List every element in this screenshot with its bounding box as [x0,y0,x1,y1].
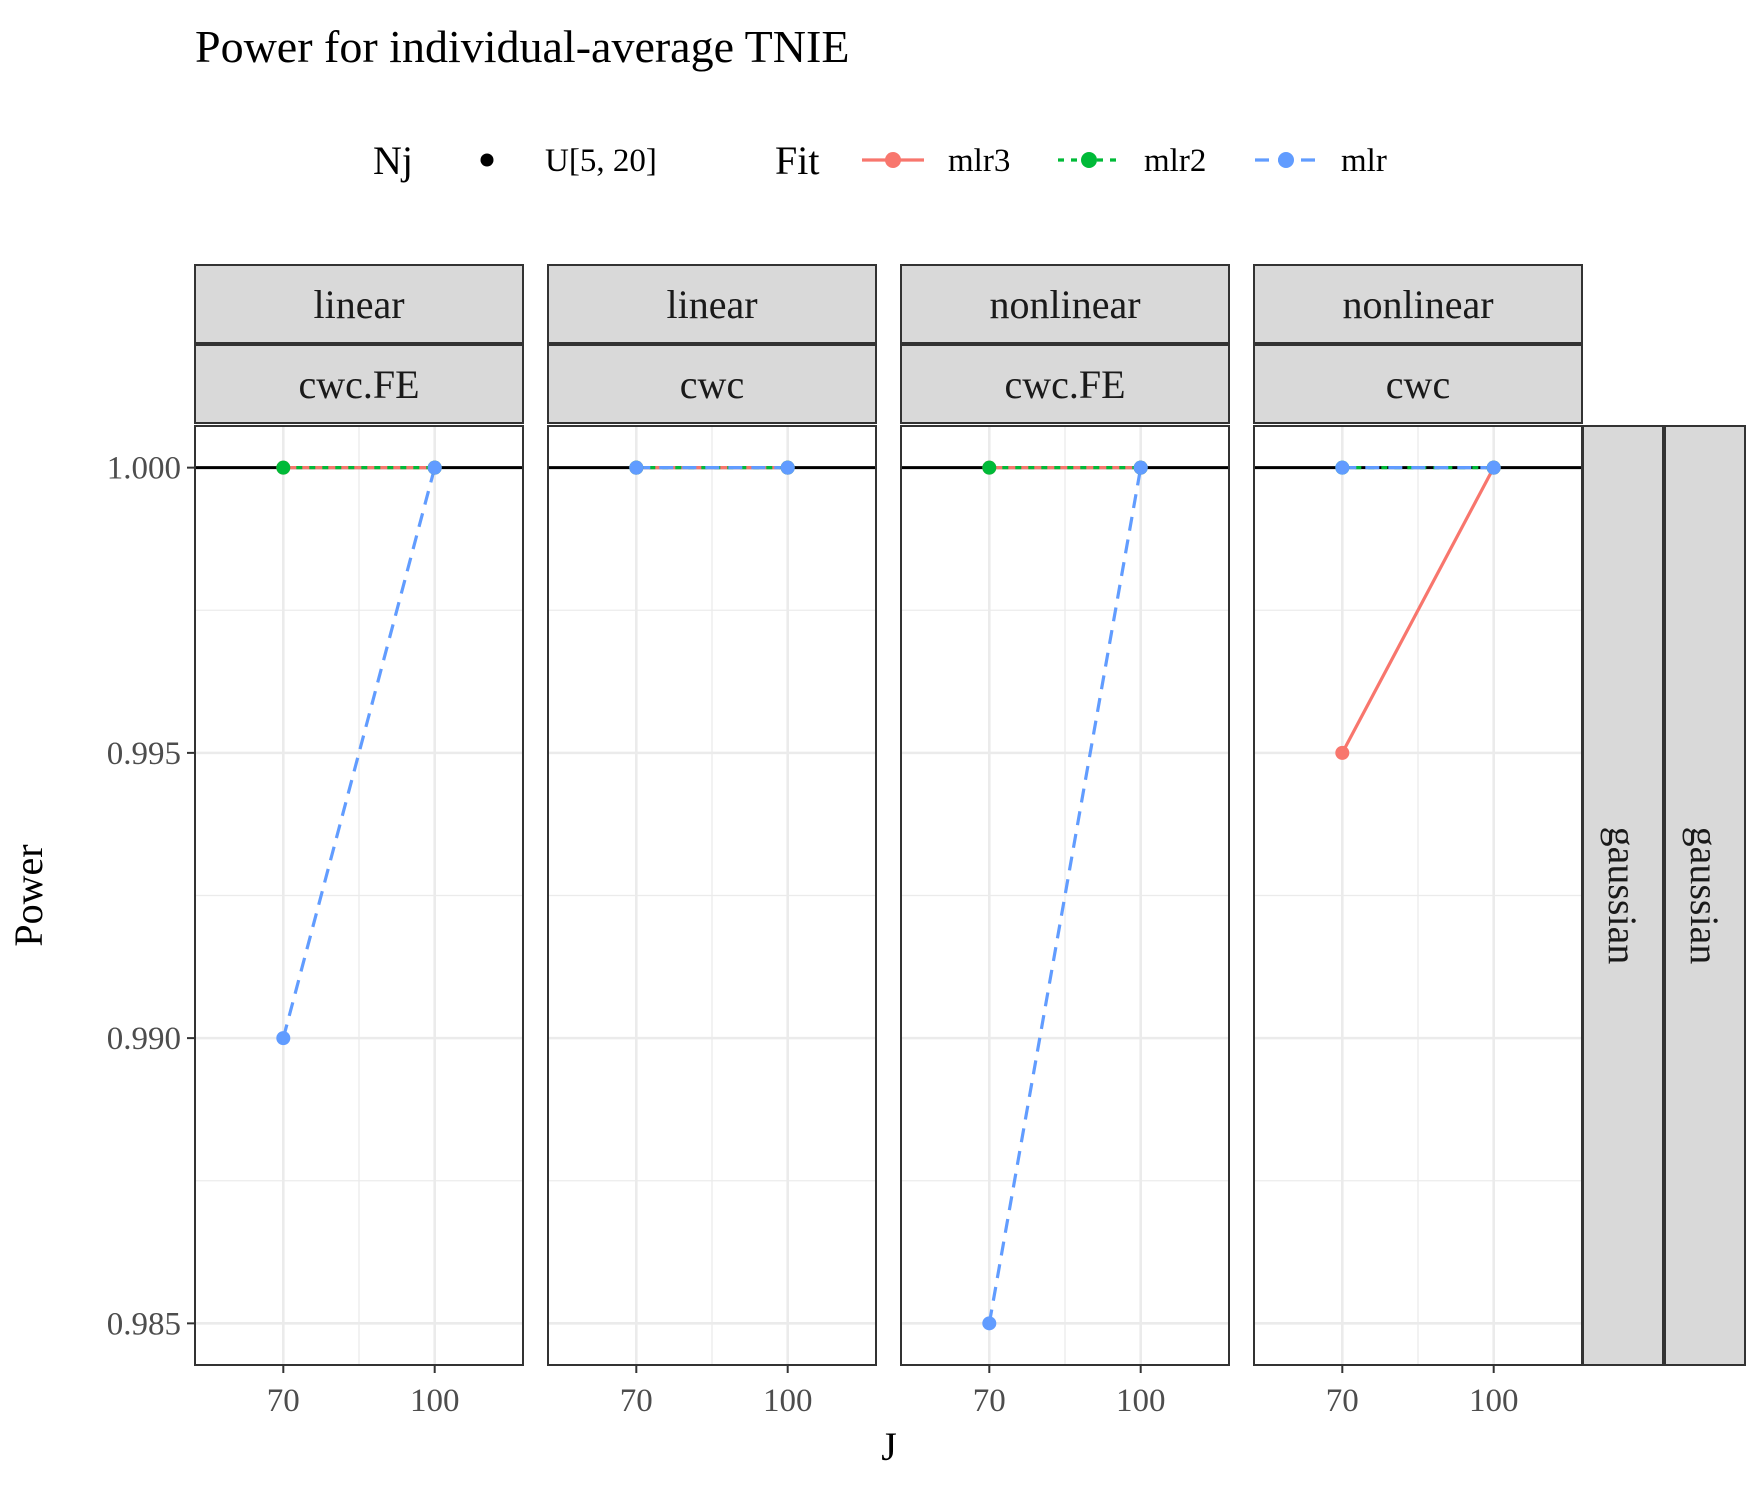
x-tick-label: 100 [1469,1383,1519,1419]
legend-fit-key-point-mlr3 [885,152,901,168]
legend: Nj U[5, 20] Fit mlr3 mlr2 mlr [373,138,1387,183]
facet-strip-bottom-label: cwc [680,362,744,407]
data-point-mlr [1335,460,1350,475]
x-tick-label: 100 [1116,1383,1166,1419]
facet-strip-bottom [194,344,524,424]
x-tick-label: 100 [410,1383,460,1419]
panel-border [900,425,1230,1366]
y-tick-label: 0.995 [107,736,181,772]
legend-nj-title: Nj [373,138,413,183]
row-strip [1664,425,1746,1366]
facet-strip-bottom-label: cwc.FE [1004,362,1125,407]
data-point-mlr2 [276,460,291,475]
data-point-mlr [629,460,644,475]
data-point-mlr [427,460,442,475]
facet-strip-bottom [1253,344,1583,424]
facet-panel-1: linear cwc.FE 70 100 [194,264,524,1419]
series-line-mlr [987,467,1143,1324]
facet-panel-4: nonlinear cwc 70 100 [1253,264,1583,1419]
legend-nj-key [480,153,494,167]
row-strip-label: gaussian [1682,827,1727,965]
facet-strip-top [1253,264,1583,344]
legend-fit-label-mlr3: mlr3 [948,143,1010,179]
facet-strip-top [900,264,1230,344]
panel-border [194,425,524,1366]
x-tick-label: 70 [620,1383,653,1419]
data-point-mlr [780,460,795,475]
legend-fit-label-mlr: mlr [1341,143,1387,179]
x-tick-label: 70 [973,1383,1006,1419]
y-tick-label: 0.985 [107,1306,181,1342]
x-axis-title: J [881,1424,897,1469]
facet-strip-bottom [547,344,877,424]
facet-panel-3: nonlinear cwc.FE 70 100 [900,264,1230,1419]
y-tick-label: 0.990 [107,1021,181,1057]
legend-fit-label-mlr2: mlr2 [1144,143,1206,179]
facet-strip-bottom-label: cwc.FE [298,362,419,407]
x-tick-label: 70 [267,1383,300,1419]
series-line-mlr3 [1340,466,1496,754]
facet-strip-bottom-label: cwc [1386,362,1450,407]
legend-fit-title: Fit [775,138,819,183]
facet-strip-top [547,264,877,344]
y-tick-label: 1.000 [107,451,181,487]
chart-title: Power for individual-average TNIE [195,21,849,72]
facet-panel-2: linear cwc 70 100 [547,264,877,1419]
data-point-mlr [1486,460,1501,475]
legend-fit-key-point-mlr2 [1081,152,1097,168]
series-line-mlr [281,467,437,1039]
data-point-mlr2 [982,460,997,475]
facet-strip-top-label: linear [313,282,404,327]
row-strip-label: gaussian [1600,827,1645,965]
data-point-mlr [982,1316,997,1331]
data-point-mlr [276,1031,291,1046]
y-axis-title: Power [6,844,51,946]
facet-strip-top-label: nonlinear [989,282,1140,327]
facet-strip-top [194,264,524,344]
facet-strip-bottom [900,344,1230,424]
x-tick-label: 70 [1326,1383,1359,1419]
data-point-mlr [1133,460,1148,475]
x-tick-label: 100 [763,1383,813,1419]
data-point-mlr3 [1335,745,1350,760]
facet-strip-top-label: nonlinear [1342,282,1493,327]
panel-border [547,425,877,1366]
row-strip [1582,425,1664,1366]
facet-strip-top-label: linear [666,282,757,327]
legend-fit-key-point-mlr [1278,152,1294,168]
legend-nj-label: U[5, 20] [545,143,657,179]
